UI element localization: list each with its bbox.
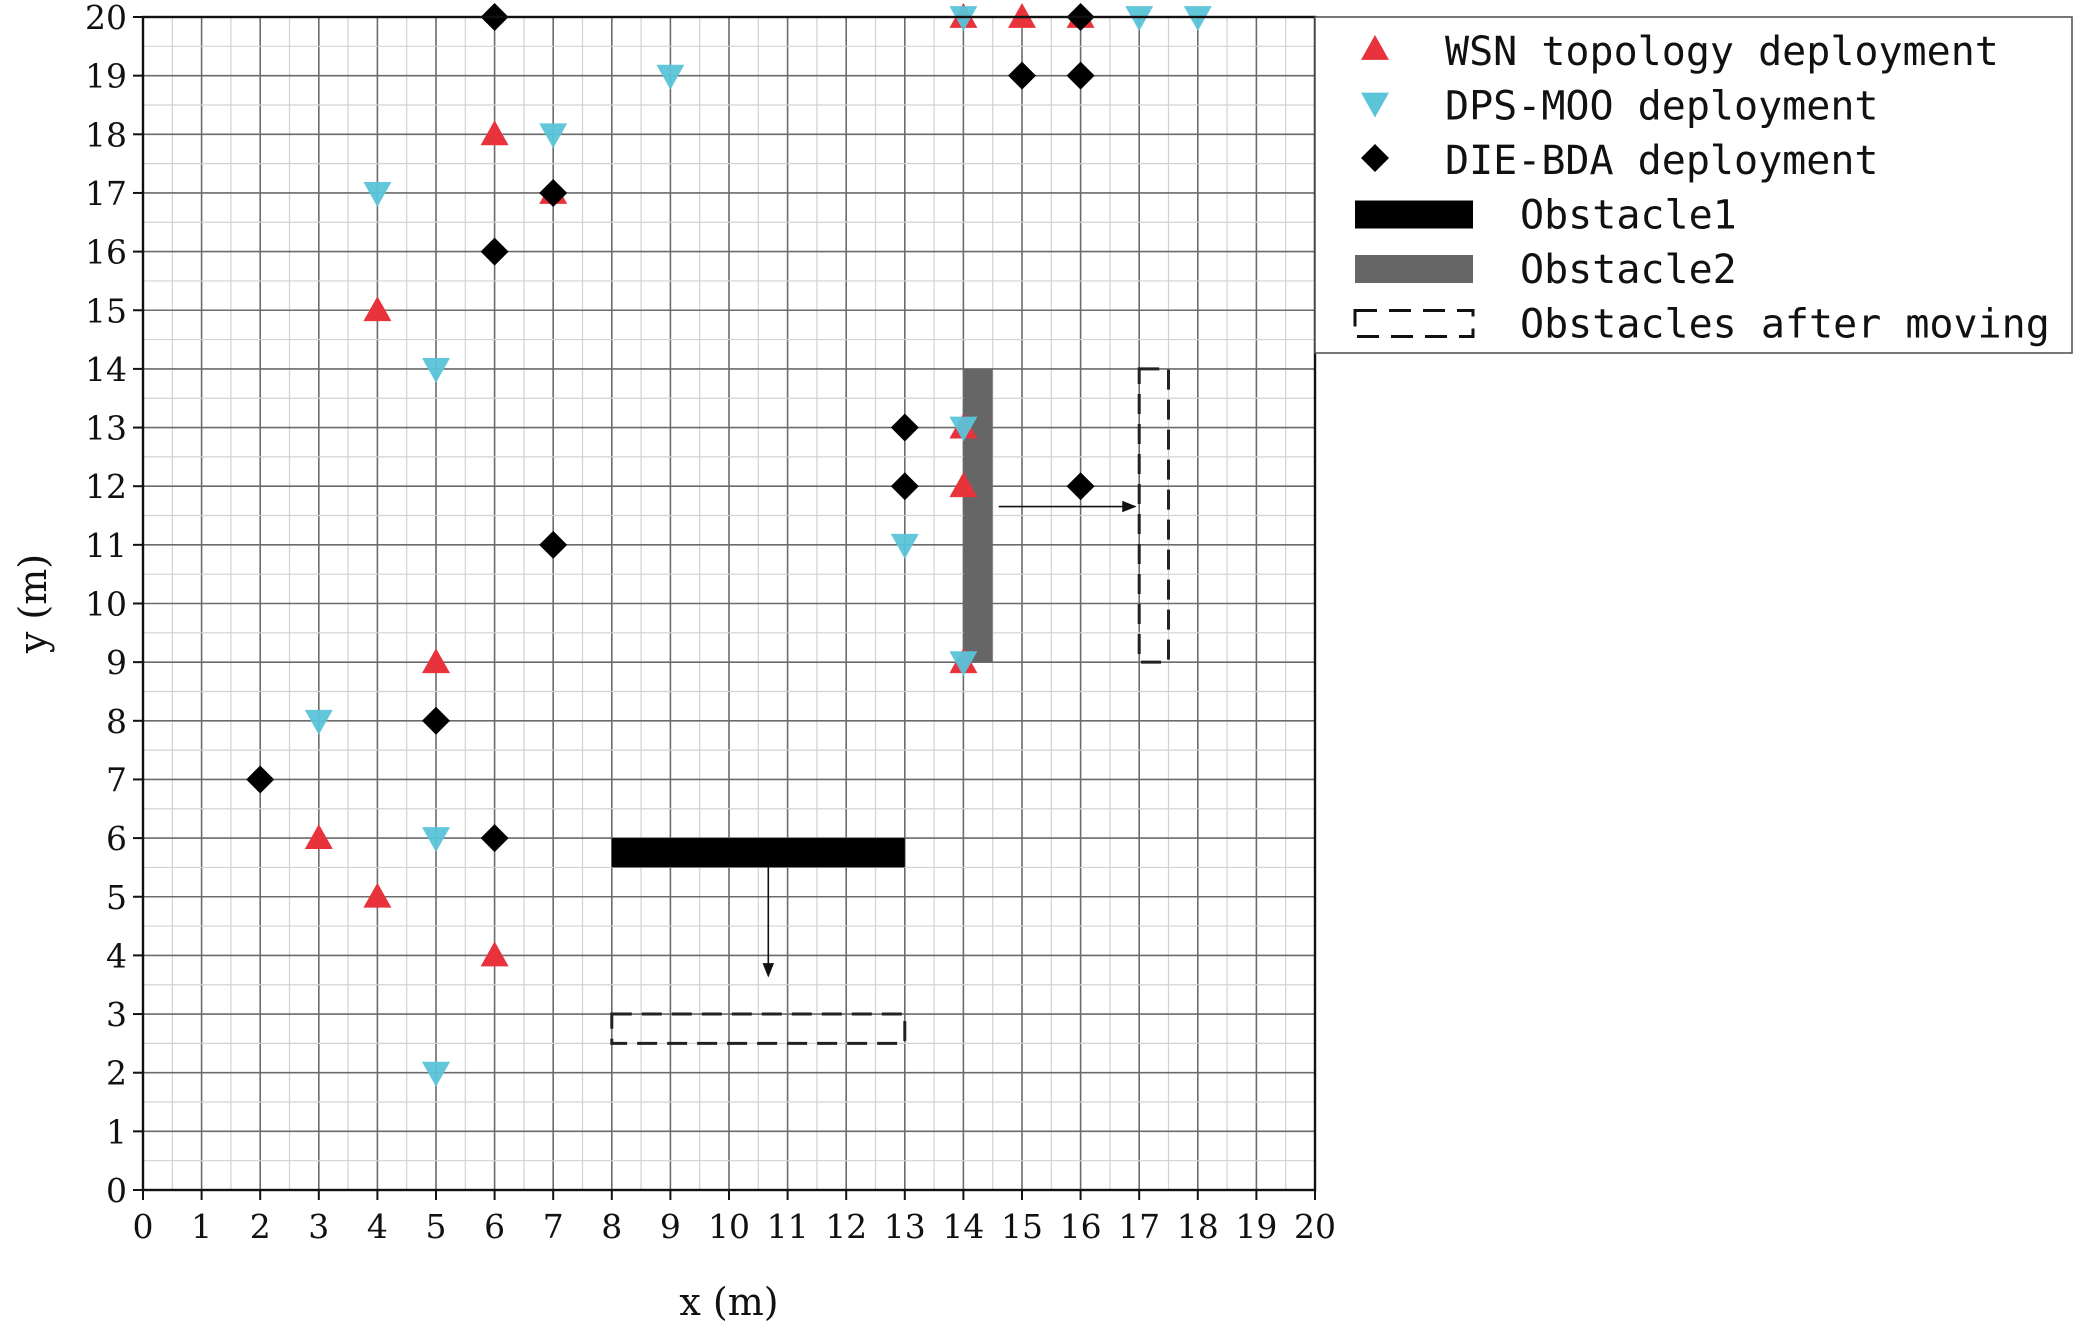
x-tick-label: 6 (484, 1207, 505, 1246)
x-tick-label: 5 (426, 1207, 447, 1246)
die-bda-point (422, 706, 450, 735)
die-bda-point (890, 472, 919, 501)
y-tick-label: 0 (106, 1171, 127, 1210)
wsn-point (422, 648, 450, 674)
x-tick-label: 3 (308, 1207, 329, 1246)
dps-moo-point (422, 1061, 450, 1087)
data-points (246, 3, 1212, 1087)
x-tick-label: 14 (942, 1207, 984, 1246)
die-bda-point (1008, 61, 1036, 90)
legend-box (1314, 16, 2073, 354)
y-tick-label: 11 (85, 526, 127, 565)
x-tick-label: 1 (191, 1207, 212, 1246)
y-tick-label: 5 (106, 878, 127, 917)
dps-moo-point (304, 709, 333, 735)
legend-die-bda-swatch (1361, 144, 1389, 172)
legend-obstacle1-label: Obstacle1 (1520, 193, 1737, 239)
obstacle2-moved-outline (1137, 367, 1170, 664)
axes: 0 1 2 3 4 5 6 7 8 9 10 11 12 13 14 15 16 17 18 19 2001234567… (11, 0, 1336, 1324)
obstacle1-moved-outline (610, 1012, 907, 1045)
obstacles (610, 367, 1170, 1045)
x-axis-title: x (m) (679, 1280, 778, 1324)
x-tick-label: 16 (1060, 1207, 1102, 1246)
legend-obstacle2-label: Obstacle2 (1520, 247, 1737, 293)
x-tick-label: 18 (1177, 1207, 1219, 1246)
y-tick-label: 14 (85, 350, 127, 389)
die-bda-point (539, 530, 568, 559)
dps-moo-point (949, 651, 978, 677)
y-tick-label: 15 (85, 291, 127, 330)
legend-dps-moo-swatch (1361, 92, 1389, 118)
wsn-point (363, 296, 392, 322)
x-tick-label: 7 (543, 1207, 564, 1246)
grid (142, 16, 1316, 1191)
y-tick-label: 7 (106, 760, 127, 799)
die-bda-point (539, 178, 568, 207)
x-tick-label: 2 (250, 1207, 271, 1246)
x-tick-label: 13 (884, 1207, 926, 1246)
y-tick-label: 9 (106, 643, 127, 682)
x-tick-label: 15 (1001, 1207, 1043, 1246)
x-tick-label: 20 (1294, 1207, 1336, 1246)
y-tick-label: 6 (106, 819, 127, 858)
y-tick-label: 12 (85, 467, 127, 506)
wsn-point (304, 824, 333, 850)
y-tick-label: 10 (85, 585, 127, 624)
y-tick-label: 13 (85, 409, 127, 448)
y-axis-title: y (m) (11, 554, 55, 654)
y-tick-label: 18 (85, 115, 127, 154)
x-tick-label: 11 (767, 1207, 809, 1246)
y-tick-label: 8 (106, 702, 127, 741)
wsn-point (363, 882, 392, 908)
x-tick-label: 9 (660, 1207, 681, 1246)
dps-moo-point (890, 533, 919, 559)
x-tick-label: 12 (825, 1207, 867, 1246)
dps-moo-point (949, 6, 978, 31)
legend-dps-moo-label: DPS-MOO deployment (1445, 84, 1878, 130)
legend-die-bda-label: DIE-BDA deployment (1445, 138, 1878, 184)
obstacle1-bar (611, 838, 905, 868)
legend-obstacle1-swatch (1355, 200, 1473, 229)
die-bda-point (246, 765, 275, 794)
x-tick-label: 0 (133, 1207, 154, 1246)
dps-moo-point (539, 123, 568, 149)
y-tick-label: 2 (106, 1054, 127, 1093)
dps-moo-point (1183, 6, 1212, 31)
die-bda-point (480, 237, 509, 266)
dps-moo-point (363, 182, 392, 207)
die-bda-point (1066, 472, 1095, 501)
dps-moo-point (1125, 6, 1154, 31)
y-tick-label: 19 (85, 57, 127, 96)
wsn-point (480, 941, 509, 967)
x-tick-label: 10 (708, 1207, 750, 1246)
legend: WSN topology deployment DPS-MOO deploymen… (1314, 16, 2073, 354)
die-bda-point (890, 413, 919, 442)
x-tick-label: 4 (367, 1207, 388, 1246)
wsn-point (949, 472, 978, 498)
x-tick-label: 19 (1235, 1207, 1277, 1246)
y-tick-label: 17 (85, 174, 127, 213)
wsn-point (1008, 3, 1036, 28)
legend-obstacles-swatch (1353, 309, 1475, 338)
y-tick-label: 16 (85, 233, 127, 272)
dps-moo-point (422, 827, 450, 853)
wsn-point (480, 120, 509, 146)
legend-obstacles-label: Obstacles after moving (1520, 302, 2050, 348)
die-bda-point (1066, 61, 1095, 90)
obstacle2-bar (963, 368, 993, 663)
x-tick-label: 8 (601, 1207, 622, 1246)
die-bda-point (480, 824, 509, 853)
x-tick-label: 17 (1118, 1207, 1160, 1246)
legend-obstacle2-swatch (1355, 255, 1473, 283)
dps-moo-point (422, 357, 450, 383)
y-tick-label: 3 (106, 995, 127, 1034)
y-tick-label: 20 (85, 0, 127, 37)
legend-wsn-label: WSN topology deployment (1445, 29, 1999, 75)
y-tick-label: 4 (106, 936, 127, 975)
dps-moo-point (656, 64, 685, 90)
y-tick-label: 1 (106, 1112, 127, 1151)
legend-wsn-swatch (1361, 35, 1389, 60)
dps-moo-point (949, 416, 978, 442)
